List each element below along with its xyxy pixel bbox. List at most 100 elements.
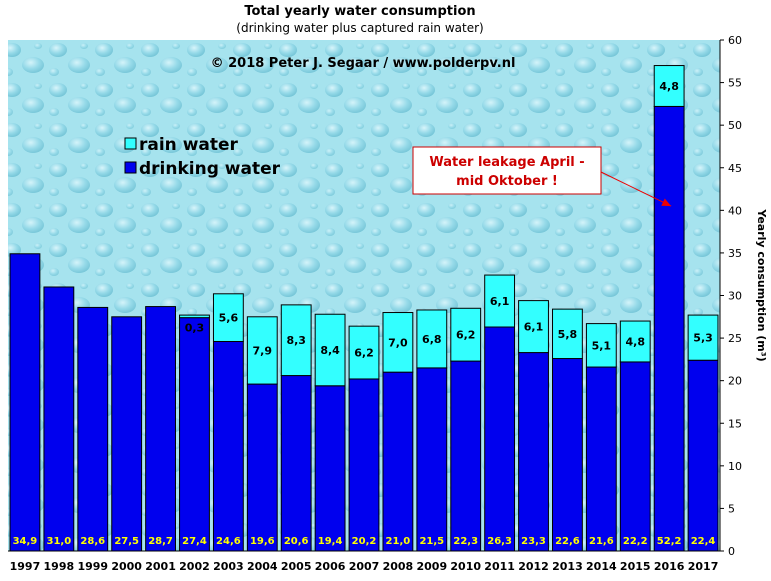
data-label-rain-water-2010: 6,2 (456, 329, 476, 342)
bar-drinking-water-2004 (246, 383, 278, 552)
data-label-drinking-water-2003: 24,6 (216, 536, 241, 547)
chart-subtitle: (drinking water plus captured rain water… (236, 21, 484, 35)
data-label-rain-water-2002: 0,3 (185, 322, 205, 335)
data-label-drinking-water-2007: 20,2 (352, 536, 377, 547)
x-tick-label-2004: 2004 (247, 560, 278, 573)
bar-rain-water-2004 (246, 316, 278, 385)
bar-drinking-water-2002 (179, 317, 210, 552)
legend-swatch-rain-water (124, 137, 137, 150)
data-label-rain-water-2014: 5,1 (592, 339, 612, 352)
data-label-rain-water-2004: 7,9 (253, 344, 273, 357)
y-tick-label-40: 40 (728, 204, 742, 217)
bar-drinking-water-2005 (280, 375, 312, 552)
x-tick-label-2010: 2010 (450, 560, 481, 573)
x-tick-label-2008: 2008 (383, 560, 414, 573)
x-tick-label-2016: 2016 (654, 560, 685, 573)
data-label-rain-water-2007: 6,2 (354, 347, 374, 360)
bar-rain-water-2011 (484, 274, 516, 328)
data-label-drinking-water-2009: 21,5 (419, 536, 444, 547)
data-label-drinking-water-2015: 22,2 (623, 536, 648, 547)
y-tick-label-30: 30 (728, 290, 742, 303)
data-label-rain-water-2009: 6,8 (422, 333, 442, 346)
bar-drinking-water-2013 (552, 358, 583, 552)
data-label-rain-water-2005: 8,3 (286, 334, 306, 347)
y-tick-label-35: 35 (728, 247, 742, 260)
legend-label-rain-water: rain water (139, 135, 239, 155)
data-label-drinking-water-2016: 52,2 (657, 536, 682, 547)
y-tick-label-15: 15 (728, 417, 742, 430)
bar-drinking-water-2014 (585, 366, 617, 552)
x-tick-label-2002: 2002 (179, 560, 210, 573)
data-label-rain-water-2012: 6,1 (524, 321, 544, 334)
bar-rain-water-2016 (653, 65, 685, 107)
annotation-arrow-head (661, 198, 672, 207)
data-label-rain-water-2015: 4,8 (625, 335, 645, 348)
x-tick-label-2014: 2014 (586, 560, 617, 573)
data-label-rain-water-2011: 6,1 (490, 295, 510, 308)
x-tick-label-2009: 2009 (416, 560, 447, 573)
x-tick-label-2007: 2007 (349, 560, 380, 573)
data-label-drinking-water-2001: 28,7 (148, 536, 173, 547)
bar-rain-water-2009 (416, 309, 448, 369)
annotation-line-2: mid Oktober ! (456, 174, 558, 189)
legend-label-drinking-water: drinking water (139, 159, 281, 179)
data-label-drinking-water-2000: 27,5 (114, 536, 139, 547)
annotation: Water leakage April - mid Oktober ! (412, 146, 672, 207)
data-label-drinking-water-2017: 22,4 (691, 536, 716, 547)
y-tick-label-10: 10 (728, 460, 742, 473)
data-label-drinking-water-2010: 22,3 (453, 536, 478, 547)
y-tick-label-50: 50 (728, 119, 742, 132)
x-tick-label-2005: 2005 (281, 560, 312, 573)
y-tick-label-25: 25 (728, 332, 742, 345)
y-tick-label-45: 45 (728, 162, 742, 175)
x-tick-label-2015: 2015 (620, 560, 651, 573)
x-tick-label-2000: 2000 (111, 560, 142, 573)
data-label-drinking-water-2013: 22,6 (555, 536, 580, 547)
x-tick-label-2006: 2006 (315, 560, 346, 573)
bar-drinking-water-2015 (619, 361, 651, 552)
bar-rain-water-2006 (314, 313, 346, 387)
x-tick-label-1997: 1997 (10, 560, 41, 573)
y-tick-label-20: 20 (728, 375, 742, 388)
bar-drinking-water-2017 (687, 359, 719, 552)
y-tick-label-5: 5 (728, 502, 735, 515)
bar-rain-water-2003 (212, 293, 244, 342)
data-label-rain-water-2016: 4,8 (659, 80, 679, 93)
x-tick-label-2001: 2001 (145, 560, 176, 573)
y-tick-label-0: 0 (728, 545, 735, 558)
bar-rain-water-2010 (450, 307, 482, 362)
x-tick-label-2011: 2011 (484, 560, 515, 573)
annotation-line-1: Water leakage April - (429, 155, 584, 170)
y-tick-label-55: 55 (728, 77, 742, 90)
x-tick-label-1998: 1998 (44, 560, 75, 573)
data-label-drinking-water-1998: 31,0 (47, 536, 72, 547)
bar-drinking-water-2016 (653, 105, 685, 552)
data-label-drinking-water-2008: 21,0 (386, 536, 411, 547)
data-label-drinking-water-2011: 26,3 (487, 536, 512, 547)
bar-drinking-water-2010 (450, 360, 482, 552)
legend-swatch-drinking-water (124, 161, 137, 174)
data-label-rain-water-2006: 8,4 (320, 344, 340, 357)
bar-rain-water-2007 (348, 325, 380, 380)
data-label-rain-water-2003: 5,6 (219, 312, 239, 325)
bar-drinking-water-2000 (111, 316, 143, 552)
data-label-drinking-water-2012: 23,3 (521, 536, 546, 547)
copyright-text: © 2018 Peter J. Segaar / www.polderpv.nl (211, 56, 516, 71)
annotation-box (412, 146, 602, 195)
bar-rain-water-2002 (179, 314, 210, 319)
bar-rain-water-2014 (585, 323, 617, 368)
x-tick-label-2013: 2013 (552, 560, 583, 573)
chart-title: Total yearly water consumption (244, 4, 476, 19)
bar-drinking-water-2007 (348, 378, 380, 552)
bar-rain-water-2017 (687, 314, 719, 361)
bar-rain-water-2012 (518, 300, 549, 354)
y-tick-label-60: 60 (728, 34, 742, 47)
bar-drinking-water-1999 (77, 306, 109, 552)
bar-drinking-water-2011 (484, 326, 516, 552)
bar-drinking-water-2012 (518, 352, 549, 552)
bar-drinking-water-1997 (9, 253, 41, 552)
bar-rain-water-2008 (382, 312, 414, 373)
annotation-arrow (600, 171, 672, 207)
data-label-rain-water-2017: 5,3 (693, 332, 713, 345)
